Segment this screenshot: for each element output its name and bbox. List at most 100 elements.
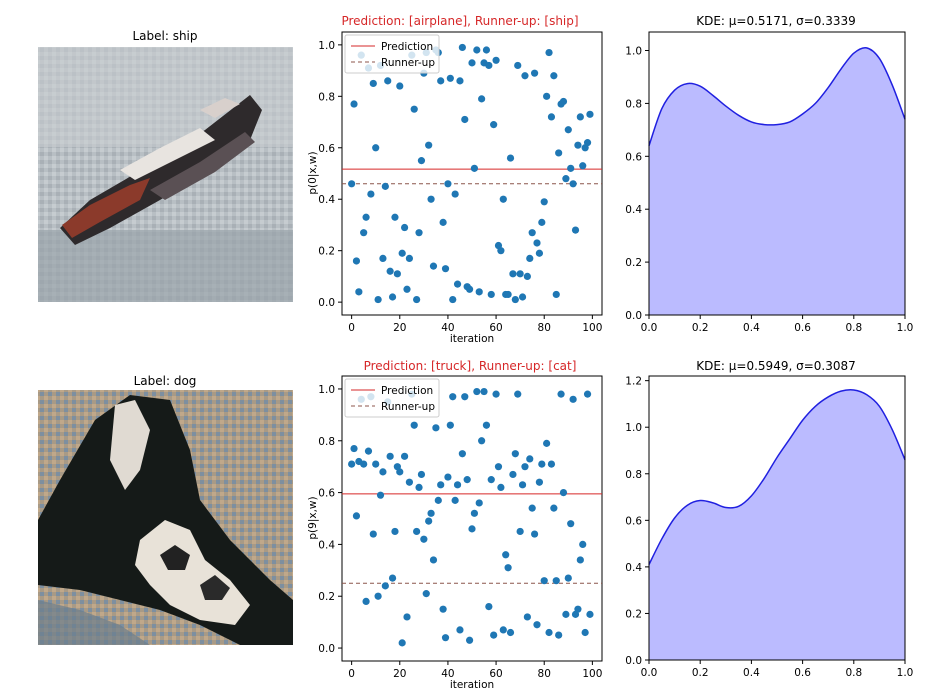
kde-ticks-1: 0.0 0.2 0.4 0.6 0.8 1.0 0.0 0.2 0.4 0.6 0.8 1.0	[625, 46, 913, 334]
kde-1-xtick-label-5: 1.0	[897, 322, 914, 334]
scatter-1-ytick-label-4: 0.8	[318, 91, 335, 103]
scatter-1-point-95	[576, 113, 584, 121]
scatter-chart-2: Prediction: [truck], Runner-up: [cat] 0 2…	[307, 359, 603, 691]
scatter-2-point-83	[547, 460, 556, 468]
scatter-2-point-44	[453, 481, 462, 489]
scatter-1-point-98	[583, 139, 592, 147]
kde-2-xtick-label-3: 0.6	[794, 667, 811, 679]
scatter-2-point-36	[434, 496, 442, 504]
kde-2-xtick-label-0: 0.0	[641, 667, 658, 679]
scatter-2-point-60	[492, 390, 500, 398]
scatter-1-point-84	[550, 72, 558, 80]
scatter-xlabel-2: iteration	[450, 679, 494, 691]
scatter-1-point-85	[552, 290, 560, 299]
kde-plot-frame-1	[648, 31, 906, 316]
scatter-1-point-24	[405, 254, 414, 262]
scatter-1-point-23	[403, 285, 411, 293]
scatter-2-point-56	[482, 421, 491, 429]
image-panel-ship: Label: ship	[38, 29, 293, 302]
scatter-1-point-79	[538, 218, 546, 226]
scatter-1-point-11	[374, 295, 382, 304]
kde-1-xtick-label-3: 0.6	[794, 322, 811, 334]
scatter-2-point-27	[413, 527, 421, 536]
scatter-2-point-50	[468, 525, 476, 533]
scatter-2-point-90	[564, 574, 572, 582]
scatter-1-point-29	[417, 157, 426, 165]
scatter-2-point-61	[494, 463, 503, 471]
scatter-2-point-9	[369, 530, 377, 538]
scatter-2-point-97	[581, 628, 589, 637]
scatter-1-point-40	[444, 180, 452, 188]
ship-image	[38, 47, 293, 302]
scatter-points-2	[348, 387, 594, 647]
scatter-1-point-1	[350, 100, 358, 108]
scatter-legend-2: Prediction Runner-up	[344, 378, 440, 418]
scatter-2-point-80	[540, 577, 548, 585]
scatter-2-point-87	[557, 390, 565, 398]
scatter-1-point-60	[492, 56, 500, 64]
image-panel-dog: Label: dog	[38, 374, 293, 645]
scatter-2-point-70	[516, 527, 524, 536]
scatter-1-point-89	[562, 175, 570, 183]
scatter-2-point-37	[437, 481, 445, 489]
scatter-2-point-89	[562, 610, 570, 618]
scatter-1-point-69	[514, 61, 522, 70]
row-1: Label: ship Prediction: [airplane], Runn…	[38, 14, 913, 345]
scatter-2-point-31	[422, 590, 430, 598]
kde-2-ytick-label-0: 0.0	[625, 655, 642, 667]
scatter-2-point-52	[473, 387, 481, 396]
kde-chart-1: KDE: μ=0.5171, σ=0.3339 0.0 0.2 0.4 0.6 0.8 1…	[625, 14, 913, 334]
scatter-1-point-50	[468, 59, 476, 67]
scatter-1-point-32	[425, 141, 433, 149]
scatter-2-point-13	[379, 468, 387, 476]
scatter-1-point-51	[470, 164, 479, 172]
scatter-1-point-43	[451, 190, 459, 198]
scatter-1-xtick-label-3: 60	[489, 322, 502, 334]
kde-2-xtick-label-1: 0.2	[692, 667, 709, 679]
legend-prediction-label-2: Prediction	[381, 385, 433, 397]
scatter-2-point-26	[410, 421, 418, 429]
scatter-1-point-56	[482, 46, 491, 54]
scatter-2-ytick-label-1: 0.2	[318, 591, 335, 603]
scatter-2-point-68	[511, 450, 519, 458]
scatter-2-point-23	[403, 613, 411, 621]
scatter-2-point-71	[518, 481, 527, 489]
scatter-1-point-6	[362, 213, 370, 221]
scatter-2-point-30	[420, 535, 428, 543]
scatter-2-point-86	[555, 631, 563, 639]
scatter-1-point-78	[535, 249, 544, 257]
scatter-1-point-9	[369, 79, 377, 88]
scatter-2-point-95	[576, 556, 584, 564]
scatter-1-point-14	[381, 182, 389, 190]
scatter-2-point-7	[364, 447, 373, 455]
scatter-1-point-41	[446, 74, 454, 82]
scatter-2-point-65	[504, 564, 512, 572]
scatter-1-point-81	[543, 92, 551, 100]
scatter-2-point-94	[574, 605, 582, 613]
scatter-2-point-57	[485, 602, 493, 611]
scatter-2-point-2	[352, 512, 361, 520]
scatter-1-point-92	[569, 180, 577, 188]
kde-1-ytick-label-2: 0.4	[625, 204, 642, 216]
scatter-2-xtick-label-1: 20	[393, 668, 406, 680]
scatter-1-point-54	[478, 95, 486, 103]
scatter-2-point-21	[398, 639, 406, 647]
kde-2-ytick-label-3: 0.6	[625, 515, 642, 527]
kde-2-ytick-label-5: 1.0	[625, 422, 642, 434]
scatter-title-2: Prediction: [truck], Runner-up: [cat]	[364, 359, 577, 373]
scatter-1-point-10	[372, 144, 380, 152]
kde-1-ytick-label-3: 0.6	[625, 151, 642, 163]
scatter-1-ytick-label-1: 0.2	[318, 246, 335, 258]
scatter-1-point-68	[511, 295, 519, 304]
kde-2-ytick-label-4: 0.8	[625, 469, 642, 481]
scatter-1-xtick-label-4: 80	[538, 322, 551, 334]
scatter-2-xtick-label-0: 0	[348, 668, 355, 680]
scatter-1-point-88	[559, 97, 568, 106]
scatter-2-point-75	[528, 504, 536, 512]
scatter-2-point-12	[376, 491, 385, 499]
scatter-2-point-88	[559, 488, 568, 497]
dog-image	[38, 390, 293, 645]
scatter-1-point-58	[487, 290, 495, 299]
scatter-2-ytick-label-2: 0.4	[318, 539, 335, 551]
scatter-2-point-46	[458, 450, 466, 458]
